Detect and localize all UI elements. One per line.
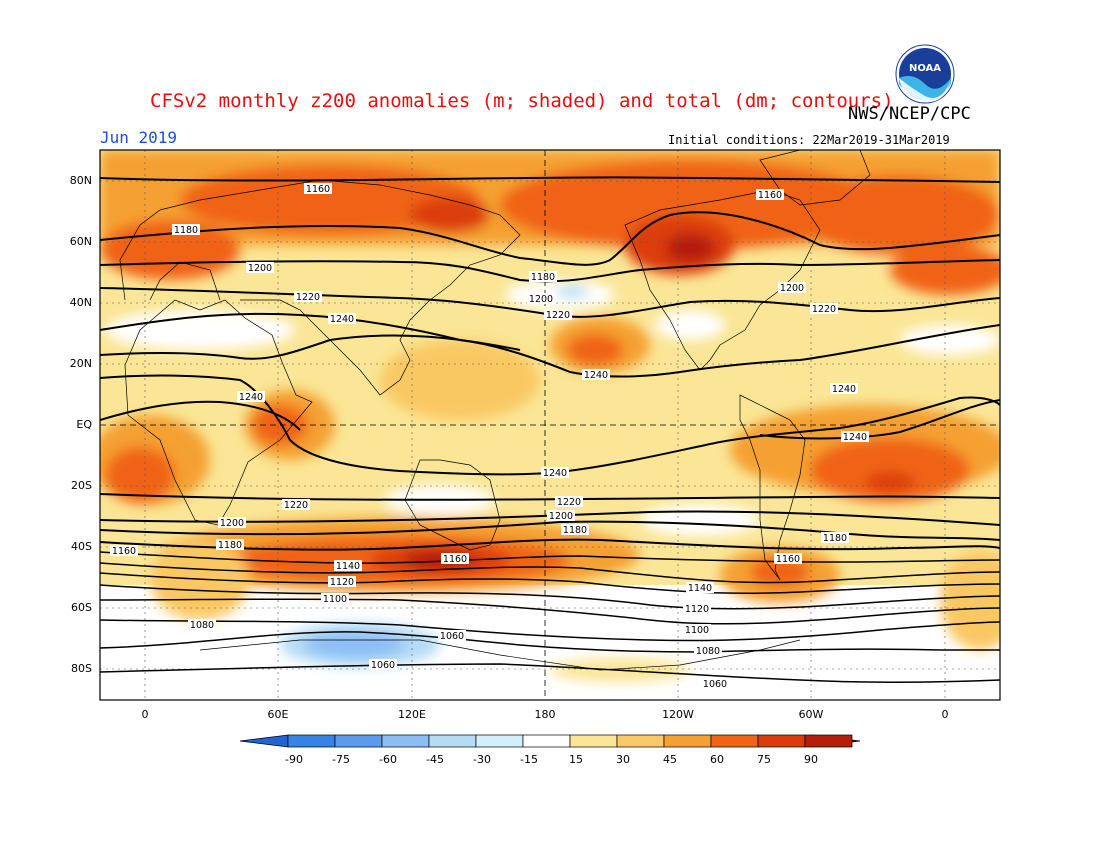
colorbar-tick: 15	[569, 753, 583, 766]
lat-label: 20S	[71, 479, 92, 492]
contour-label: 1140	[336, 561, 360, 572]
contour-label: 1140	[688, 583, 712, 594]
contour-label: 1080	[696, 646, 720, 657]
reference-lines	[100, 150, 1000, 700]
contour-label: 1200	[220, 518, 244, 529]
colorbar-swatch	[757, 734, 806, 748]
colorbar-tick: -15	[520, 753, 538, 766]
contour-label: 1120	[685, 604, 709, 615]
contour-label: 1200	[529, 294, 553, 305]
lat-label: 60S	[71, 601, 92, 614]
contour-label: 1240	[543, 468, 567, 479]
contour-label: 1120	[330, 577, 354, 588]
lon-label: 120E	[398, 708, 426, 721]
colorbar-swatch	[804, 734, 853, 748]
contour-label: 1160	[112, 546, 136, 557]
colorbar-swatch	[381, 734, 430, 748]
contour-label: 1240	[584, 370, 608, 381]
forecast-month: Jun 2019	[100, 128, 178, 147]
contour-label: 1200	[780, 283, 804, 294]
colorbar-swatch	[428, 734, 477, 748]
contour-label: 1160	[306, 184, 330, 195]
contour-label: 1060	[440, 631, 464, 642]
contour-label: 1200	[248, 263, 272, 274]
lon-label: 0	[141, 708, 149, 721]
contour-label: 1100	[685, 625, 709, 636]
lat-label: 80S	[71, 662, 92, 675]
colorbar-swatch	[475, 734, 524, 748]
colorbar-left-arrow	[239, 734, 289, 748]
colorbar-swatch	[616, 734, 665, 748]
colorbar-swatch	[710, 734, 759, 748]
chart-title: CFSv2 monthly z200 anomalies (m; shaded)…	[150, 90, 894, 112]
noaa-logo-icon: NOAA	[895, 44, 955, 104]
colorbar-tick: 60	[710, 753, 724, 766]
colorbar-tick: -90	[285, 753, 303, 766]
colorbar-tick: 30	[616, 753, 630, 766]
svg-text:NOAA: NOAA	[909, 63, 941, 74]
colorbar-swatch	[287, 734, 336, 748]
contour-label: 1240	[239, 392, 263, 403]
lon-label: 120W	[662, 708, 694, 721]
contour-label: 1060	[371, 660, 395, 671]
contour-labels: 1160 1180 1200 1220 1240 1240 1240 1240 …	[110, 183, 869, 690]
colorbar-tick: -75	[332, 753, 350, 766]
contour-label: 1240	[832, 384, 856, 395]
lat-label: 60N	[69, 235, 92, 248]
contour-label: 1160	[758, 190, 782, 201]
lon-label: 0	[941, 708, 949, 721]
contour-label: 1080	[190, 620, 214, 631]
colorbar-tick: 90	[804, 753, 818, 766]
lon-label: 60W	[798, 708, 824, 721]
contour-label: 1160	[776, 554, 800, 565]
lat-label: 20N	[69, 357, 92, 370]
lat-label: 40N	[69, 296, 92, 309]
lon-label: 180	[534, 708, 556, 721]
contour-label: 1100	[323, 594, 347, 605]
contour-label: 1220	[546, 310, 570, 321]
lon-label: 60E	[267, 708, 289, 721]
lat-label: 80N	[69, 174, 92, 187]
colorbar-swatch	[663, 734, 712, 748]
contour-label: 1240	[843, 432, 867, 443]
contour-label: 1160	[443, 554, 467, 565]
colorbar-swatch	[522, 734, 571, 748]
contour-label: 1180	[174, 225, 198, 236]
contour-label: 1220	[557, 497, 581, 508]
colorbar-tick: -30	[473, 753, 491, 766]
colorbar	[239, 734, 861, 748]
contour-label: 1060	[703, 679, 727, 690]
map-frame	[99, 149, 1001, 701]
lat-label: 40S	[71, 540, 92, 553]
colorbar-tick: 75	[757, 753, 771, 766]
height-contours	[100, 176, 1000, 684]
colorbar-tick: -45	[426, 753, 444, 766]
contour-label: 1240	[330, 314, 354, 325]
contour-label: 1180	[563, 525, 587, 536]
colorbar-tick: -60	[379, 753, 397, 766]
colorbar-tick: 45	[663, 753, 677, 766]
contour-label: 1200	[549, 511, 573, 522]
colorbar-swatch	[334, 734, 383, 748]
colorbar-swatch	[569, 734, 618, 748]
contour-label: 1180	[531, 272, 555, 283]
contour-label: 1180	[218, 540, 242, 551]
initial-conditions: Initial conditions: 22Mar2019-31Mar2019	[668, 133, 950, 147]
org-label: NWS/NCEP/CPC	[848, 104, 971, 124]
contour-label: 1220	[296, 292, 320, 303]
contour-label: 1220	[284, 500, 308, 511]
lat-label: EQ	[76, 418, 92, 431]
contour-label: 1180	[823, 533, 847, 544]
contour-label: 1220	[812, 304, 836, 315]
